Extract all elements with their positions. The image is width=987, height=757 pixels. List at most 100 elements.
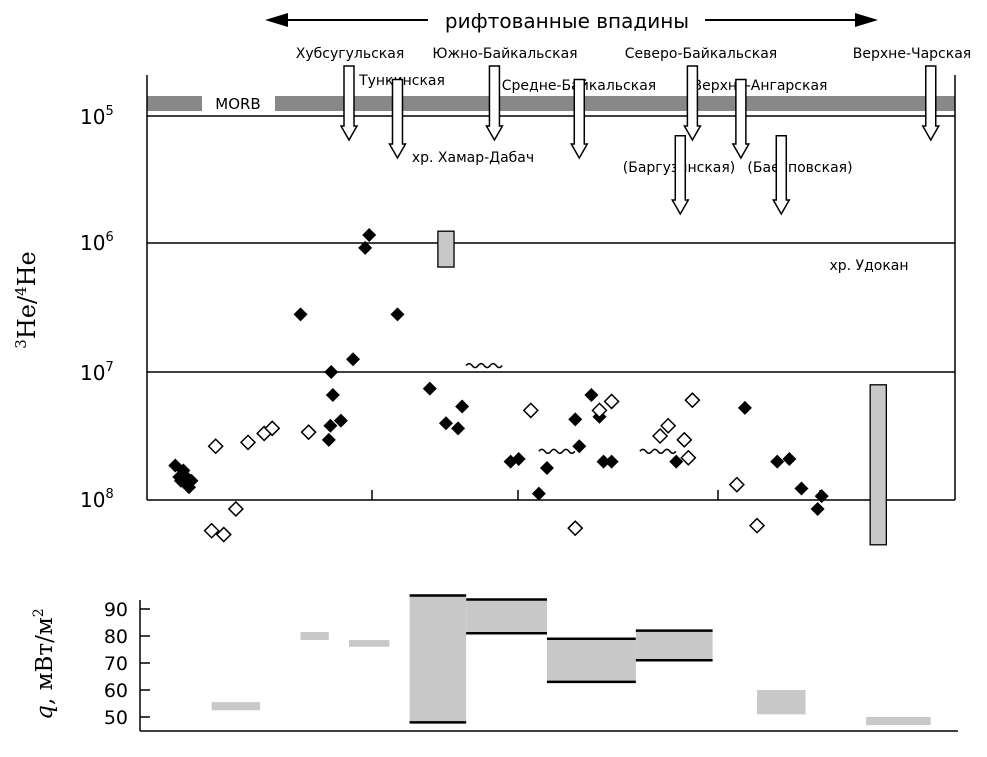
point-open-1 bbox=[207, 438, 224, 455]
y-tick-label-1e8: 108 bbox=[80, 487, 114, 512]
point-filled-17 bbox=[362, 228, 377, 243]
wavy-line-2 bbox=[538, 448, 576, 455]
point-filled-16 bbox=[358, 240, 373, 255]
heatflow-y-ticks: 90 80 70 60 50 bbox=[104, 599, 150, 729]
heatflow-range-6 bbox=[546, 638, 636, 682]
point-filled-29 bbox=[572, 439, 587, 454]
region-label-vchar: Верхне-Чарская bbox=[853, 46, 971, 62]
point-open-12 bbox=[603, 393, 620, 410]
point-filled-9 bbox=[293, 307, 308, 322]
point-open-18 bbox=[748, 517, 766, 534]
point-open-8 bbox=[300, 424, 317, 441]
heatflow-range-8 bbox=[757, 690, 806, 715]
region-label-sbai: Южно-Байкальская bbox=[432, 46, 577, 62]
y-tick-label-1e5: 105 bbox=[80, 104, 114, 129]
point-open-10 bbox=[567, 520, 584, 537]
point-filled-7 bbox=[182, 480, 197, 495]
svg-text:108: 108 bbox=[80, 487, 114, 512]
point-filled-35 bbox=[770, 454, 785, 469]
point-filled-24 bbox=[511, 452, 526, 467]
region-label-udokan: хр. Удокан bbox=[829, 258, 908, 274]
point-open-3 bbox=[215, 526, 232, 543]
heatflow-range-5 bbox=[466, 599, 547, 634]
region-label-baeu: (Баеуповская) bbox=[747, 160, 852, 176]
wavy-line-3 bbox=[639, 448, 677, 455]
y-axis-label-he-ratio: 3He/4He bbox=[12, 251, 41, 348]
point-filled-32 bbox=[604, 454, 619, 469]
point-open-17 bbox=[676, 431, 693, 448]
gray-box-2 bbox=[869, 384, 887, 546]
svg-text:106: 106 bbox=[80, 230, 114, 255]
point-filled-14 bbox=[333, 413, 348, 428]
heatflow-tick-label-90: 90 bbox=[104, 599, 128, 621]
heatflow-range-7 bbox=[635, 630, 713, 661]
morb-band-left bbox=[147, 96, 202, 111]
point-filled-11 bbox=[323, 418, 338, 433]
heatflow-tick-label-50: 50 bbox=[104, 707, 128, 729]
point-filled-38 bbox=[810, 501, 825, 516]
point-filled-36 bbox=[782, 452, 797, 467]
rift-arrow-right-head bbox=[855, 13, 878, 27]
region-arrows bbox=[339, 65, 941, 216]
point-filled-22 bbox=[455, 399, 470, 414]
region-arrow-2 bbox=[388, 78, 407, 160]
point-open-14 bbox=[660, 417, 677, 434]
heatflow-range-3 bbox=[349, 640, 390, 647]
point-filled-39 bbox=[814, 489, 829, 504]
point-filled-19 bbox=[422, 381, 437, 396]
region-label-hamar: хр. Хамар-Дабач bbox=[412, 150, 534, 166]
point-filled-18 bbox=[390, 307, 405, 322]
svg-text:105: 105 bbox=[80, 104, 114, 129]
region-arrow-8 bbox=[771, 135, 791, 216]
region-arrow-9 bbox=[921, 65, 941, 142]
region-arrow-5 bbox=[683, 65, 702, 142]
point-filled-25 bbox=[539, 461, 554, 475]
points-open bbox=[203, 392, 766, 543]
region-label-hubs: Хубсугульская bbox=[296, 46, 405, 62]
main-plot: MORB 105 106 107 108 3He/4He Хубсугульск… bbox=[12, 46, 971, 546]
rift-header: рифтованные впадины bbox=[265, 9, 878, 33]
point-open-16 bbox=[684, 392, 701, 409]
point-filled-15 bbox=[346, 352, 361, 367]
point-filled-27 bbox=[568, 412, 583, 427]
region-arrow-4 bbox=[569, 78, 589, 160]
wavy-line-1 bbox=[465, 362, 503, 369]
point-filled-12 bbox=[325, 388, 340, 403]
heatflow-y-axis-label: q, мВт/м2 bbox=[31, 608, 58, 719]
point-filled-21 bbox=[451, 421, 466, 436]
point-filled-10 bbox=[321, 432, 336, 447]
point-open-13 bbox=[652, 427, 669, 445]
heatflow-ranges bbox=[211, 594, 931, 726]
heatflow-range-9 bbox=[866, 717, 931, 726]
point-open-4 bbox=[227, 500, 244, 518]
point-filled-20 bbox=[438, 416, 453, 431]
region-arrow-7 bbox=[731, 78, 751, 160]
point-open-5 bbox=[239, 434, 257, 451]
heatflow-range-2 bbox=[300, 631, 329, 641]
points-filled bbox=[168, 228, 829, 516]
svg-text:107: 107 bbox=[80, 360, 114, 385]
point-open-9 bbox=[522, 402, 539, 419]
rift-label: рифтованные впадины bbox=[445, 9, 689, 33]
heatflow-range-4 bbox=[409, 595, 467, 723]
region-label-nbai: Северо-Байкальская bbox=[625, 46, 777, 62]
point-filled-13 bbox=[324, 365, 339, 379]
y-tick-label-1e6: 106 bbox=[80, 230, 114, 255]
heatflow-tick-label-60: 60 bbox=[104, 680, 128, 702]
point-open-11 bbox=[591, 402, 608, 419]
heatflow-tick-label-70: 70 bbox=[104, 653, 128, 675]
gray-boxes bbox=[437, 230, 887, 546]
point-filled-28 bbox=[596, 454, 611, 469]
heatflow-tick-label-80: 80 bbox=[104, 626, 128, 648]
point-filled-26 bbox=[531, 486, 546, 501]
heatflow-plot: 90 80 70 60 50 q, мВт/м2 bbox=[31, 594, 958, 732]
region-arrow-6 bbox=[670, 135, 690, 216]
heatflow-range-1 bbox=[211, 702, 261, 711]
point-filled-34 bbox=[737, 400, 752, 415]
region-label-vang: Верхне-Ангарская bbox=[693, 78, 828, 94]
rift-arrow-left-head bbox=[265, 13, 288, 27]
y-tick-label-1e7: 107 bbox=[80, 360, 114, 385]
point-filled-8 bbox=[173, 473, 188, 488]
point-open-15 bbox=[680, 449, 697, 466]
